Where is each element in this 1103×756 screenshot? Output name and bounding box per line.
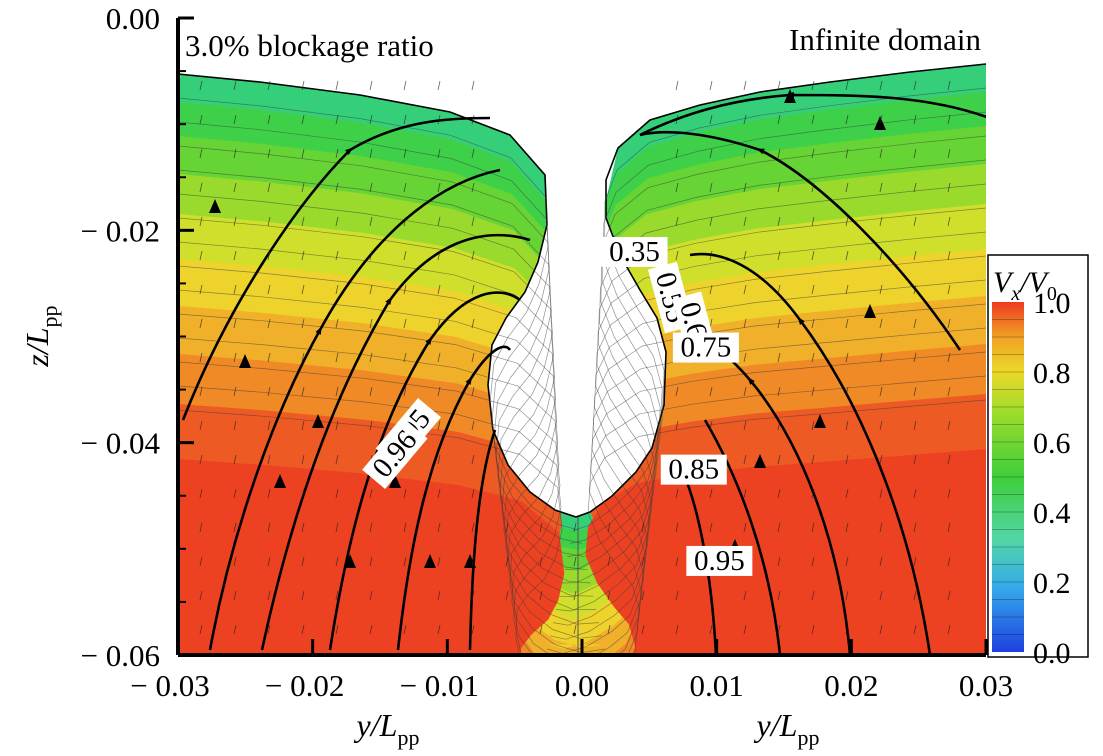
y-tick-label-3: − 0.06 — [81, 638, 160, 673]
streamline-7 — [639, 130, 962, 351]
contour-label-2: 0.35 — [601, 236, 668, 268]
x-tick-label-2: − 0.01 — [400, 668, 479, 703]
x-axis-label-right: y/Lpp — [754, 707, 820, 750]
svg-text:0.35: 0.35 — [609, 236, 660, 268]
colorbar-tick-label-3: 0.4 — [1033, 497, 1071, 530]
streamline-8 — [689, 252, 932, 655]
contour-label-7: 0.95 — [686, 545, 753, 577]
panel-label-right: Infinite domain — [789, 22, 981, 57]
colorbar: Vx/V0 1.0 0.8 0.6 0.4 0.2 0.0 — [987, 254, 1089, 670]
streamline-10 — [703, 419, 782, 655]
free-surface-right — [606, 18, 986, 148]
colorbar-tick-label-2: 0.6 — [1033, 427, 1071, 460]
x-tick-label-3: 0.00 — [555, 668, 609, 703]
y-axis-label: z/Lpp — [19, 305, 62, 367]
x-tick-label-4: 0.01 — [690, 668, 744, 703]
y-tick-label-1: − 0.02 — [81, 213, 160, 248]
hull-outline-left — [178, 73, 577, 518]
streamline-2 — [260, 233, 531, 651]
panel-label-left: 3.0% blockage ratio — [185, 28, 434, 63]
colorbar-tick-label-4: 0.2 — [1033, 567, 1071, 600]
contour-label-5: 0.75 — [672, 332, 739, 364]
svg-text:0.85: 0.85 — [668, 454, 719, 486]
colorbar-title: Vx/V0 — [993, 266, 1057, 305]
x-tick-label-6: 0.03 — [959, 668, 1013, 703]
svg-text:0.75: 0.75 — [681, 332, 732, 364]
streamline-4 — [396, 345, 512, 651]
colorbar-tick-label-1: 0.8 — [1033, 357, 1071, 390]
streamline-0 — [181, 116, 491, 421]
streamline-5 — [468, 429, 497, 651]
x-axis-label-left: y/Lpp — [354, 707, 420, 750]
y-tick-label-2: − 0.04 — [81, 426, 161, 461]
x-tick-label-1: − 0.02 — [265, 668, 344, 703]
svg-text:0.95: 0.95 — [694, 545, 745, 577]
contour-band-9 — [178, 449, 986, 655]
y-tick-label-0: 0.00 — [106, 1, 160, 36]
colorbar-tick-label-5: 0.0 — [1033, 637, 1071, 670]
streamline-3 — [328, 291, 521, 651]
streamline-1 — [208, 168, 501, 651]
contour-label-6: 0.85 — [660, 454, 727, 486]
contour-field: 0.950.960.350.550.650.750.850.95 — [178, 18, 986, 655]
colorbar-tick-label-0: 1.0 — [1033, 287, 1071, 320]
x-tick-label-5: 0.02 — [824, 668, 878, 703]
x-tick-label-0: − 0.03 — [130, 668, 209, 703]
hull-cavity — [488, 148, 666, 517]
axes-frame: − 0.03 − 0.02 − 0.01 0.00 0.01 0.02 0.03 0.00 −… — [81, 1, 1014, 703]
free-surface-left — [178, 18, 547, 175]
